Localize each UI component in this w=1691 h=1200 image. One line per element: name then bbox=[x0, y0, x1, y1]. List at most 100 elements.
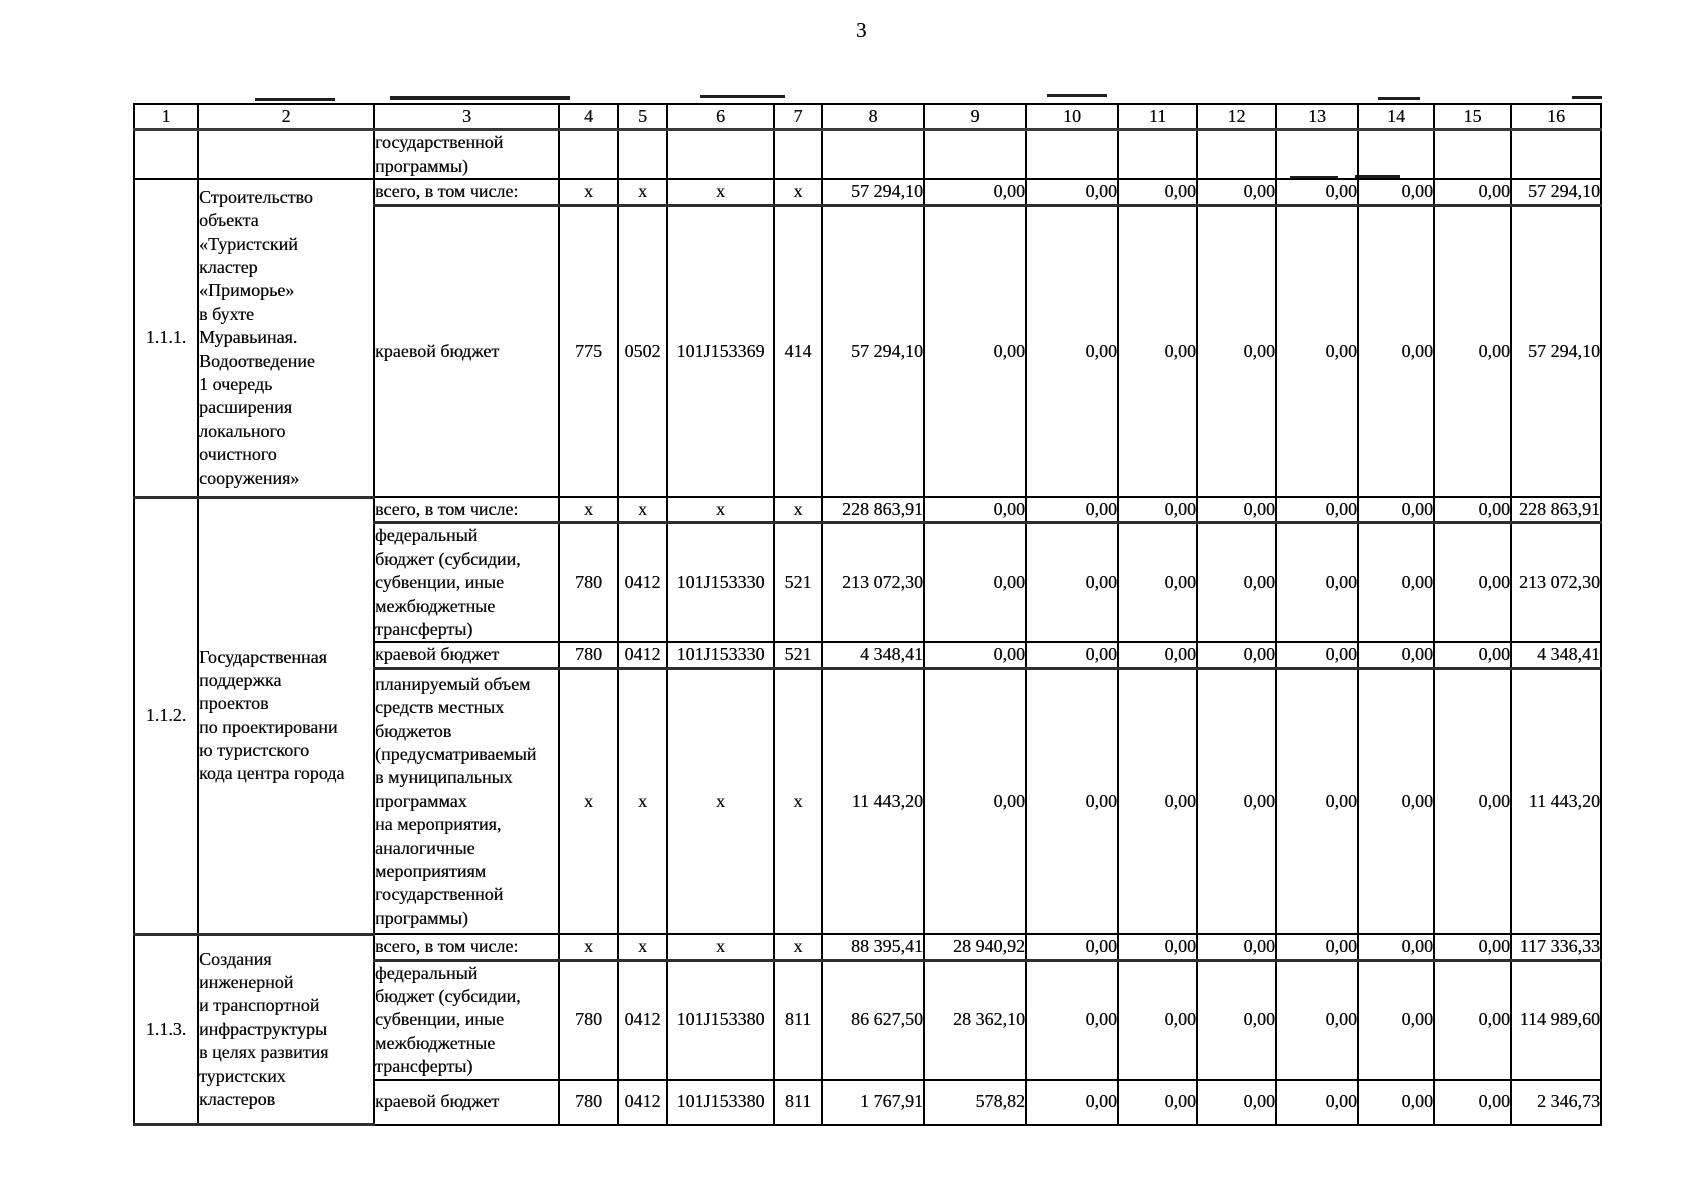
value-cell: 0,00 bbox=[1117, 1078, 1198, 1126]
value-cell: 4 348,41 bbox=[821, 641, 925, 670]
value-cell: 0,00 bbox=[1025, 667, 1119, 936]
value-cell: 0,00 bbox=[1357, 641, 1435, 670]
code-cell: x bbox=[617, 933, 668, 962]
value-cell: 11 443,20 bbox=[1510, 667, 1602, 936]
row-label-cell: краевой бюджет bbox=[373, 204, 560, 499]
value-cell: 0,00 bbox=[1433, 204, 1512, 499]
value-cell: 0,00 bbox=[1357, 1078, 1435, 1126]
scan-artifact bbox=[1378, 97, 1420, 100]
row-label-cell: всего, в том числе: bbox=[373, 178, 560, 207]
value-cell: 0,00 bbox=[1275, 667, 1359, 936]
value-cell: 0,00 bbox=[1196, 641, 1277, 670]
value-cell: 0,00 bbox=[1275, 1078, 1359, 1126]
value-cell: 0,00 bbox=[1196, 959, 1277, 1081]
value-cell: 0,00 bbox=[1025, 641, 1119, 670]
value-cell: 0,00 bbox=[1433, 178, 1512, 207]
continuation-row: государственной программы) bbox=[133, 128, 1602, 181]
code-cell: x bbox=[617, 178, 668, 207]
scan-artifact bbox=[700, 95, 785, 98]
value-cell: 0,00 bbox=[1433, 959, 1512, 1081]
value-cell: 213 072,30 bbox=[821, 521, 925, 644]
budget-table: 1 2 3 4 5 6 7 8 9 10 11 12 13 14 15 16 г… bbox=[133, 103, 1602, 1127]
row-label-cell: всего, в том числе: bbox=[373, 496, 560, 525]
empty-cell bbox=[558, 128, 619, 181]
value-cell: 0,00 bbox=[1025, 959, 1119, 1081]
column-number: 10 bbox=[1025, 103, 1119, 132]
column-number: 11 bbox=[1117, 103, 1198, 132]
empty-cell bbox=[1357, 128, 1435, 181]
code-cell: 101J153380 bbox=[666, 959, 775, 1081]
value-cell: 0,00 bbox=[1196, 178, 1277, 207]
page-number: 3 bbox=[856, 18, 867, 42]
scan-artifact bbox=[255, 98, 335, 101]
empty-cell bbox=[1196, 128, 1277, 181]
value-cell: 0,00 bbox=[1196, 933, 1277, 962]
empty-cell bbox=[197, 128, 375, 181]
column-number: 15 bbox=[1433, 103, 1512, 132]
value-cell: 0,00 bbox=[1025, 496, 1119, 525]
row-1-1-2-total: 1.1.2. Государственная поддержка проекто… bbox=[133, 496, 1602, 936]
code-cell: x bbox=[617, 496, 668, 525]
value-cell: 0,00 bbox=[1433, 933, 1512, 962]
code-cell: x bbox=[558, 933, 619, 962]
empty-cell bbox=[1275, 128, 1359, 181]
value-cell: 0,00 bbox=[1433, 521, 1512, 644]
row-1-1-2-planned-local: планируемый объем средств местных бюджет… bbox=[134, 667, 1602, 936]
row-label-cell: краевой бюджет bbox=[373, 641, 560, 670]
empty-cell bbox=[1025, 128, 1119, 181]
item-number-cell: 1.1.2. bbox=[133, 496, 199, 936]
value-cell: 0,00 bbox=[1357, 521, 1435, 644]
row-label-cell: краевой бюджет bbox=[373, 1078, 560, 1126]
item-name-cell: Государственная поддержка проектов по пр… bbox=[197, 496, 375, 936]
value-cell: 213 072,30 bbox=[1510, 521, 1602, 644]
value-cell: 0,00 bbox=[1117, 521, 1198, 644]
value-cell: 0,00 bbox=[1433, 667, 1512, 936]
value-cell: 0,00 bbox=[1357, 933, 1435, 962]
value-cell: 0,00 bbox=[1196, 496, 1277, 525]
empty-cell bbox=[1117, 128, 1198, 181]
empty-cell bbox=[617, 128, 668, 181]
value-cell: 114 989,60 bbox=[1510, 959, 1602, 1081]
code-cell: 0412 bbox=[617, 1078, 668, 1126]
code-cell: x bbox=[773, 178, 823, 207]
value-cell: 0,00 bbox=[1357, 204, 1435, 499]
value-cell: 117 336,33 bbox=[1510, 933, 1602, 962]
code-cell: 414 bbox=[773, 204, 823, 499]
column-number: 14 bbox=[1357, 103, 1435, 132]
empty-cell bbox=[1433, 128, 1512, 181]
column-number: 16 bbox=[1510, 103, 1602, 132]
value-cell: 0,00 bbox=[1357, 959, 1435, 1081]
column-number: 13 bbox=[1275, 103, 1359, 132]
value-cell: 0,00 bbox=[1433, 1078, 1512, 1126]
value-cell: 0,00 bbox=[923, 178, 1027, 207]
column-number: 9 bbox=[923, 103, 1027, 132]
code-cell: x bbox=[773, 667, 823, 936]
value-cell: 0,00 bbox=[1025, 178, 1119, 207]
code-cell: 0412 bbox=[617, 959, 668, 1081]
value-cell: 228 863,91 bbox=[821, 496, 925, 525]
value-cell: 57 294,10 bbox=[821, 204, 925, 499]
empty-cell bbox=[923, 128, 1027, 181]
value-cell: 0,00 bbox=[1117, 204, 1198, 499]
value-cell: 28 362,10 bbox=[923, 959, 1027, 1081]
value-cell: 0,00 bbox=[1433, 496, 1512, 525]
row-label-cell: федеральный бюджет (субсидии, субвенции,… bbox=[373, 521, 560, 644]
item-name-cell: Создания инженерной и транспортной инфра… bbox=[197, 933, 375, 1127]
code-cell: 101J153369 bbox=[666, 204, 775, 499]
row-1-1-1-total: 1.1.1. Строительство объекта «Туристский… bbox=[133, 178, 1602, 499]
code-cell: 780 bbox=[558, 641, 619, 670]
value-cell: 1 767,91 bbox=[821, 1078, 925, 1126]
value-cell: 0,00 bbox=[923, 521, 1027, 644]
value-cell: 88 395,41 bbox=[821, 933, 925, 962]
code-cell: 775 bbox=[558, 204, 619, 499]
value-cell: 578,82 bbox=[923, 1078, 1027, 1126]
value-cell: 0,00 bbox=[1275, 204, 1359, 499]
value-cell: 0,00 bbox=[1275, 496, 1359, 525]
value-cell: 86 627,50 bbox=[821, 959, 925, 1081]
value-cell: 28 940,92 bbox=[923, 933, 1027, 962]
code-cell: x bbox=[666, 178, 775, 207]
value-cell: 0,00 bbox=[1433, 641, 1512, 670]
column-number: 8 bbox=[821, 103, 925, 132]
row-1-1-3-total: 1.1.3. Создания инженерной и транспортно… bbox=[133, 933, 1602, 1127]
scan-artifact bbox=[1572, 96, 1602, 99]
